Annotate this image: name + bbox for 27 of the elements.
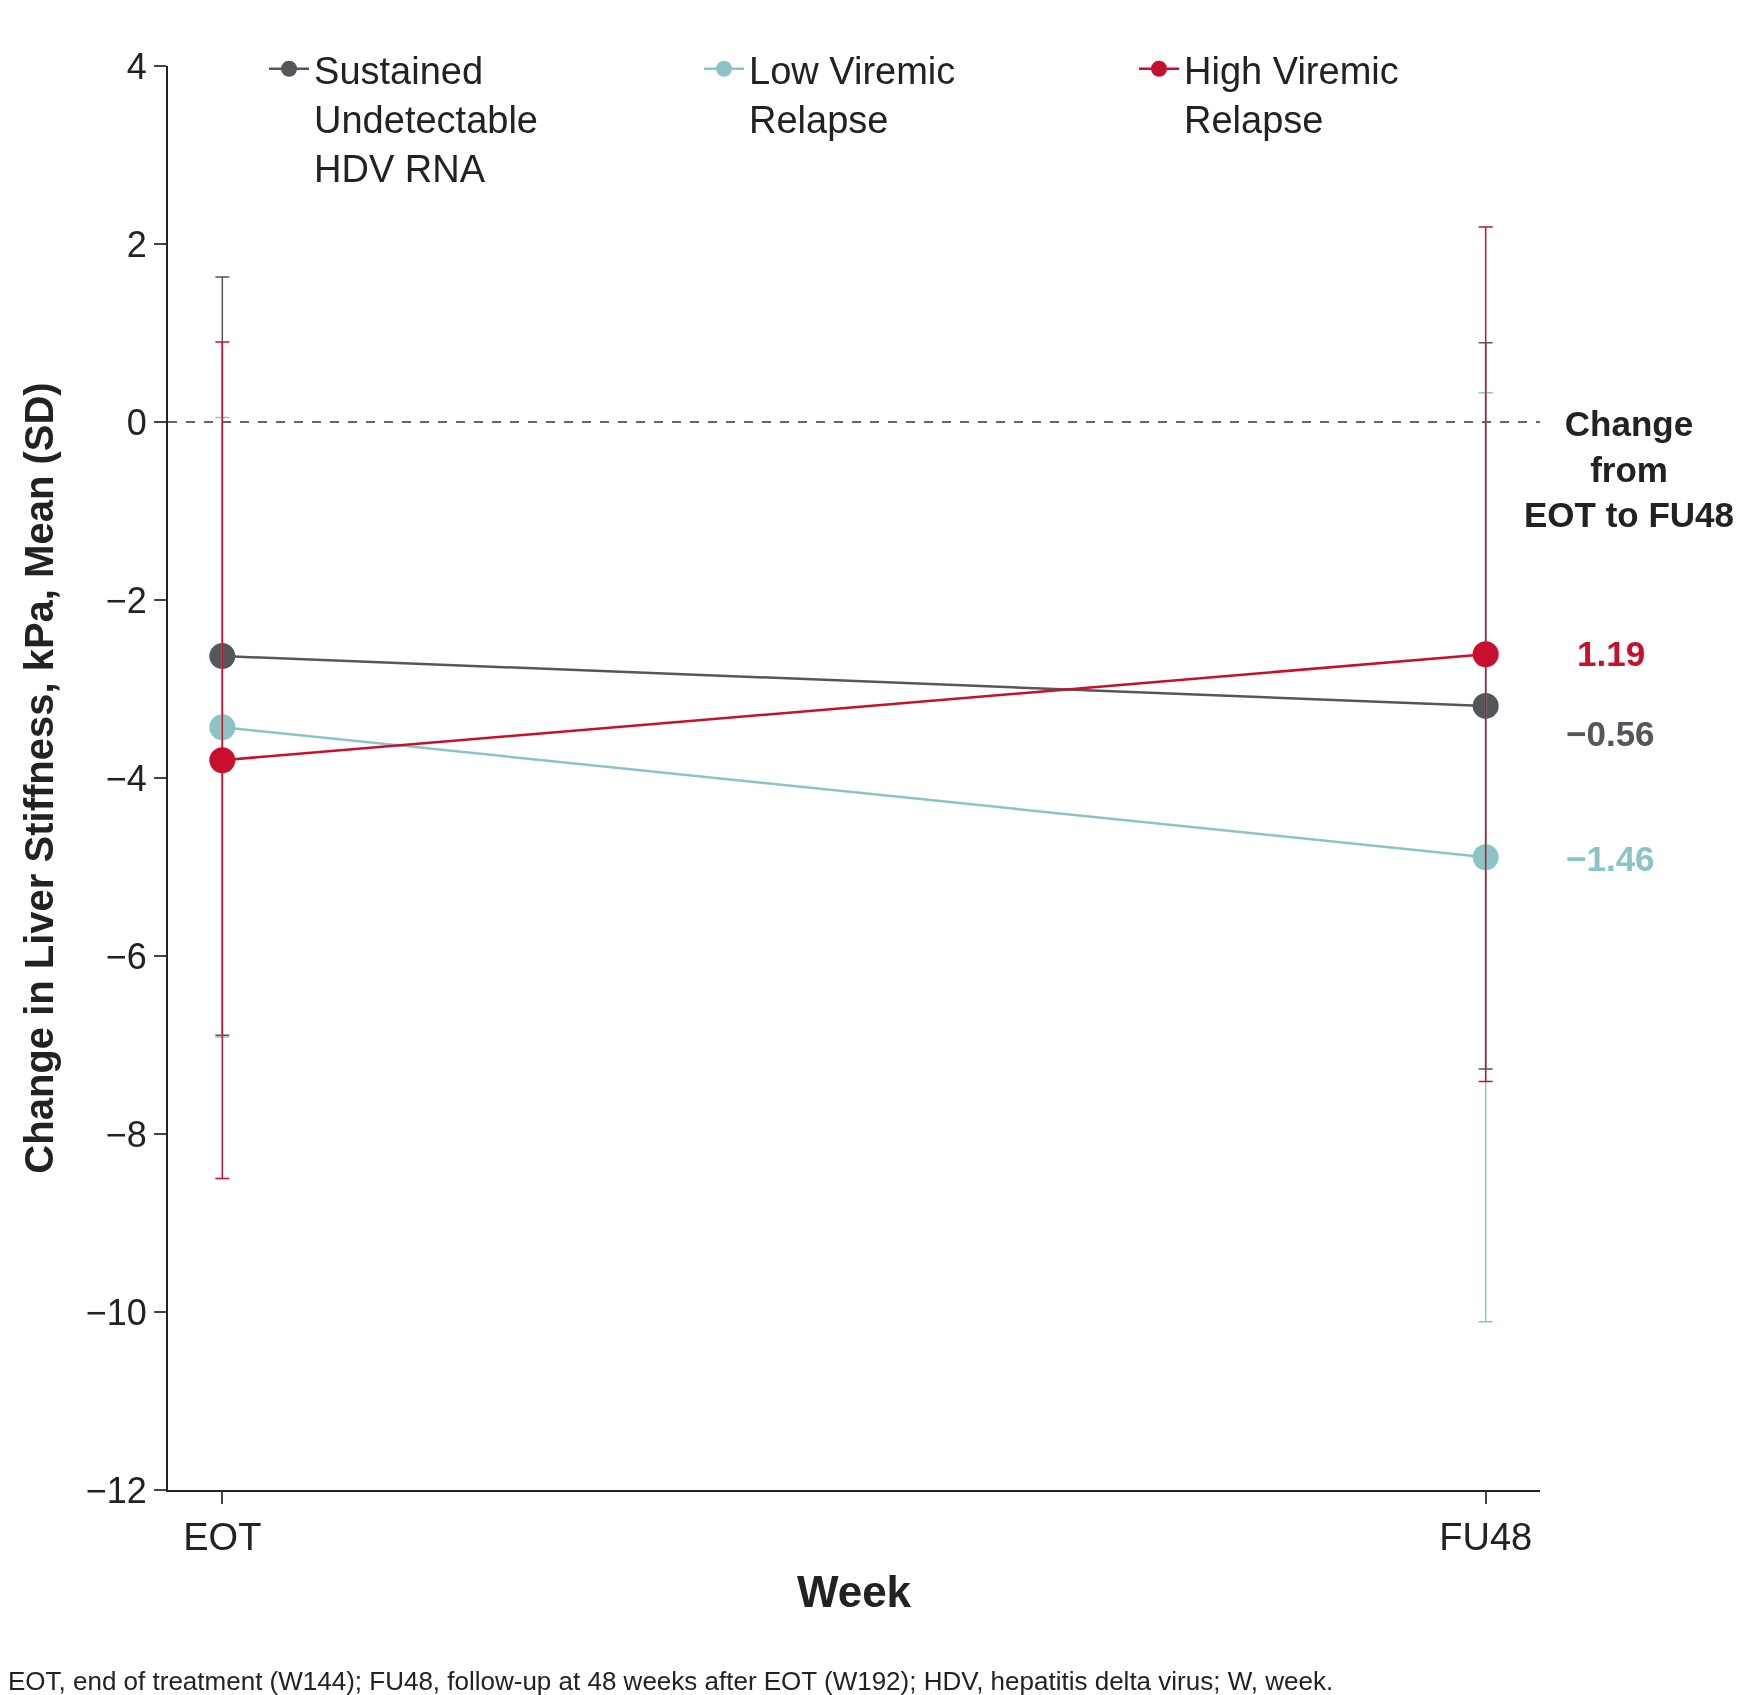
y-tick-label: −4: [105, 757, 147, 799]
y-tick-label: 4: [126, 45, 147, 87]
y-tick-label: −10: [85, 1291, 147, 1333]
text: EOT, end of treatment (W144); FU48, follow-up at 48 weeks after EOT (W192); HDV, hepatitis delta virus; W, week.: [8, 1666, 1334, 1695]
y-tick-label: −6: [105, 935, 147, 977]
legend-label: Low Viremic Relapse: [749, 49, 956, 141]
point: [1472, 692, 1499, 719]
y-tick-label: −12: [85, 1469, 147, 1511]
annotation: Change from EOT to FU48: [1524, 404, 1735, 534]
legend-label: Sustained Undetectable HDV RNA: [314, 49, 538, 191]
annotation: −0.56: [1566, 714, 1655, 753]
point: [209, 643, 236, 670]
point: [1472, 641, 1499, 668]
point: [1472, 844, 1499, 871]
point: [209, 714, 236, 741]
x-tick-label: EOT: [183, 1515, 262, 1558]
x-axis-title: Week: [796, 1567, 912, 1617]
y-tick-label: −8: [105, 1113, 147, 1155]
x-tick-label: FU48: [1439, 1515, 1533, 1558]
legend-label: High Viremic Relapse: [1184, 49, 1399, 141]
annotation: −1.46: [1566, 839, 1655, 878]
point: [209, 747, 236, 774]
y-tick-label: −2: [105, 579, 147, 621]
annotation: 1.19: [1577, 634, 1646, 673]
y-axis-title: Change in Liver Stiffness, kPa, Mean (SD): [16, 382, 61, 1174]
y-tick-label: 2: [126, 223, 147, 265]
y-tick-label: 0: [126, 401, 147, 443]
